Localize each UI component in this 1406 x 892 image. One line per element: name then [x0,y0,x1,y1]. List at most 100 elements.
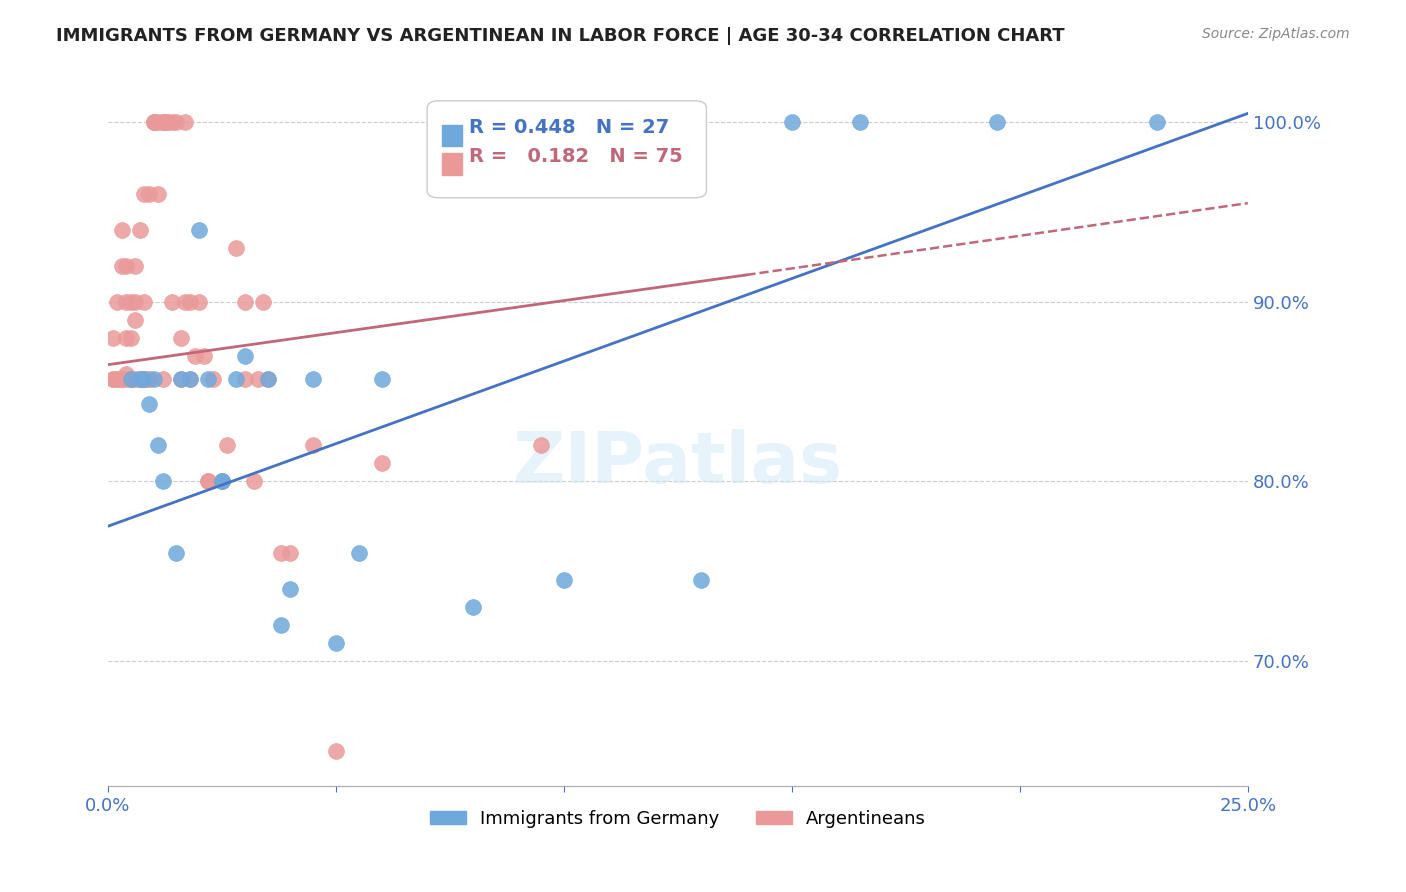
Point [197,475,219,489]
Point [1146,115,1168,129]
Point [215,438,238,452]
Point [247,372,270,386]
Point [193,349,215,363]
Point [302,372,325,386]
Point [101,372,124,386]
FancyBboxPatch shape [427,101,706,198]
Point [152,372,174,386]
Point [225,241,247,255]
FancyBboxPatch shape [441,153,463,175]
Point [134,372,156,386]
Point [225,372,247,386]
Point [325,743,347,757]
Point [530,438,553,452]
Point [170,372,193,386]
Point [111,223,134,237]
Point [124,294,146,309]
Point [280,582,302,596]
Point [174,115,197,129]
Point [280,546,302,560]
Point [201,372,224,386]
Point [129,223,152,237]
Text: IMMIGRANTS FROM GERMANY VS ARGENTINEAN IN LABOR FORCE | AGE 30-34 CORRELATION CH: IMMIGRANTS FROM GERMANY VS ARGENTINEAN I… [56,27,1064,45]
Point [302,438,325,452]
Point [156,115,179,129]
Point [179,372,201,386]
FancyBboxPatch shape [441,125,463,146]
Point [101,331,124,345]
Point [115,367,138,381]
Point [138,187,160,202]
Point [138,372,160,386]
Point [256,372,278,386]
Point [134,372,156,386]
Text: R = 0.448   N = 27: R = 0.448 N = 27 [470,118,669,137]
Point [124,259,146,273]
Point [134,294,156,309]
Point [780,115,803,129]
Point [160,294,183,309]
Point [129,372,152,386]
Point [111,372,134,386]
Point [105,294,128,309]
Point [129,372,152,386]
Point [270,546,292,560]
Point [142,115,165,129]
Point [233,294,256,309]
Text: R =   0.182   N = 75: R = 0.182 N = 75 [470,147,683,166]
Point [124,372,146,386]
Point [211,475,233,489]
Point [134,372,156,386]
Point [142,372,165,386]
Point [160,115,183,129]
Point [120,372,142,386]
Point [105,372,128,386]
Point [170,372,193,386]
Point [138,372,160,386]
Point [142,115,165,129]
Legend: Immigrants from Germany, Argentineans: Immigrants from Germany, Argentineans [423,803,934,835]
Point [165,546,187,560]
Point [120,372,142,386]
Point [101,372,124,386]
Point [120,372,142,386]
Point [138,397,160,411]
Point [156,115,179,129]
Point [179,372,201,386]
Point [986,115,1008,129]
Point [188,294,211,309]
Point [370,457,392,471]
Point [124,313,146,327]
Point [325,636,347,650]
Point [461,599,484,614]
Point [179,294,201,309]
Point [270,618,292,632]
Point [197,372,219,386]
Point [347,546,370,560]
Point [188,223,211,237]
Point [553,573,575,587]
Point [174,294,197,309]
Text: Source: ZipAtlas.com: Source: ZipAtlas.com [1202,27,1350,41]
Point [146,115,169,129]
Text: ZIPatlas: ZIPatlas [513,429,844,498]
Point [120,331,142,345]
Point [849,115,872,129]
Point [165,115,187,129]
Point [211,475,233,489]
Point [243,475,266,489]
Point [111,259,134,273]
Point [252,294,274,309]
Point [120,294,142,309]
Point [134,187,156,202]
Point [115,372,138,386]
Point [115,331,138,345]
Point [233,349,256,363]
Point [142,115,165,129]
Point [197,475,219,489]
Point [152,115,174,129]
Point [115,259,138,273]
Point [111,372,134,386]
Point [152,115,174,129]
Point [256,372,278,386]
